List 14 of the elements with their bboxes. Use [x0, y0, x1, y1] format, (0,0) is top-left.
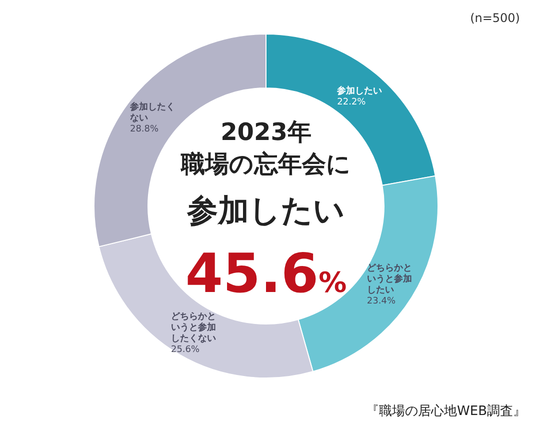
slice-label: どちらかというと参加したくない — [170, 312, 216, 344]
data-label: 22.2% — [337, 97, 366, 108]
data-label: 23.4% — [366, 296, 396, 306]
text: 参加したい — [186, 193, 345, 229]
data-label: 25.6% — [170, 344, 200, 355]
slice-label: 参加したい — [336, 85, 382, 96]
text: 職場の忘年会に — [180, 150, 351, 178]
text: (n=500) — [470, 11, 520, 25]
text: 『職場の居心地WEB調査』 — [366, 403, 526, 419]
slice-label: 参加したくない — [128, 101, 175, 124]
text: 2023年 — [220, 118, 312, 146]
slice-label: どちらかというと参加したい — [366, 263, 412, 296]
text: 45.6% — [185, 242, 347, 305]
data-label: 28.8% — [130, 124, 160, 134]
